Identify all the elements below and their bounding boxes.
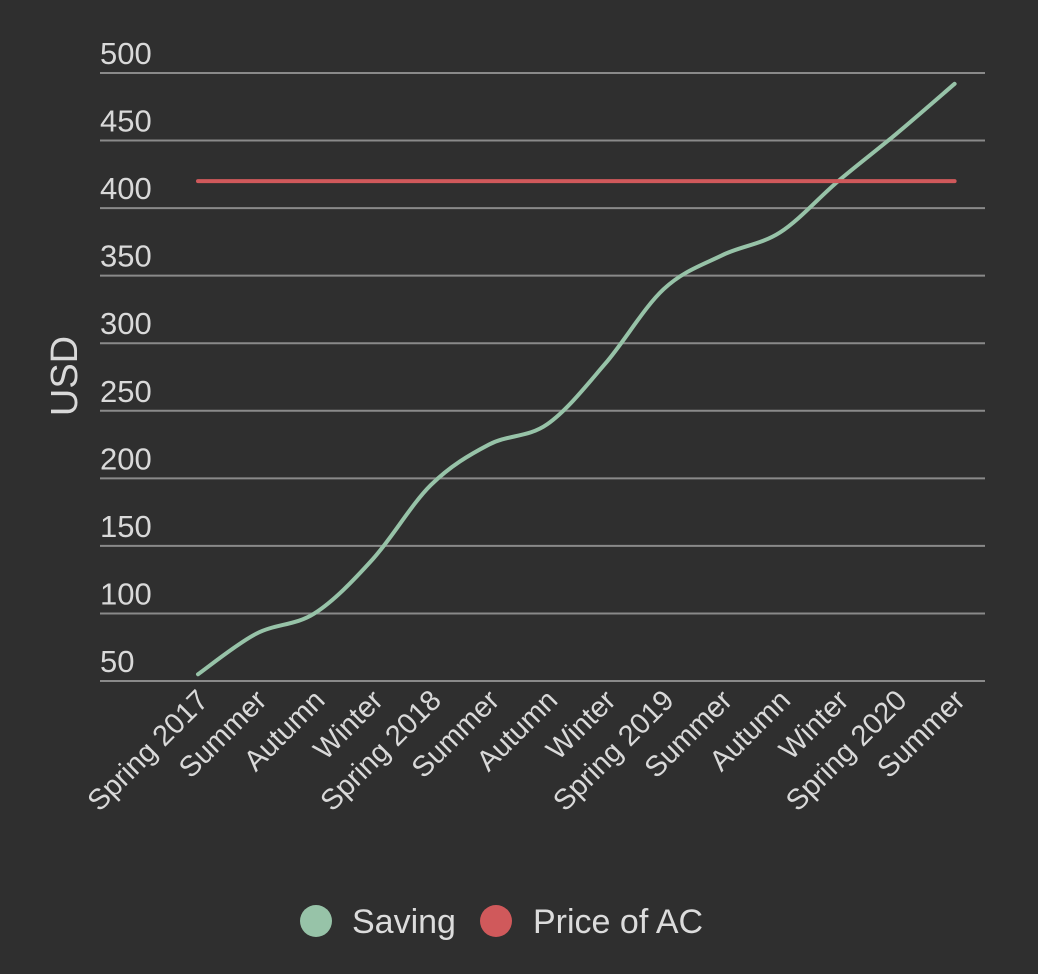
legend-item: Saving (300, 903, 456, 941)
legend-swatch (300, 905, 332, 937)
y-tick-label: 400 (100, 171, 152, 206)
y-tick-label: 500 (100, 36, 152, 71)
series-lines (196, 81, 957, 677)
y-tick-label: 100 (100, 576, 152, 611)
y-tick-label: 300 (100, 306, 152, 341)
y-axis-title: USD (44, 336, 86, 416)
y-tick-label: 250 (100, 374, 152, 409)
legend-swatch (480, 905, 512, 937)
y-tick-label: 200 (100, 441, 152, 476)
y-axis-ticks: 50 100 150 200 250 300 350 400 450 500 (100, 36, 152, 679)
legend: Saving Price of AC (300, 903, 703, 941)
y-tick-label: 350 (100, 239, 152, 274)
y-tick-label: 150 (100, 509, 152, 544)
legend-item: Price of AC (480, 903, 703, 941)
series-line-saving (196, 81, 957, 677)
grid-lines (100, 72, 985, 682)
legend-label: Saving (352, 903, 456, 941)
y-tick-label: 50 (100, 644, 134, 679)
y-tick-label: 450 (100, 104, 152, 139)
legend-label: Price of AC (533, 903, 703, 941)
